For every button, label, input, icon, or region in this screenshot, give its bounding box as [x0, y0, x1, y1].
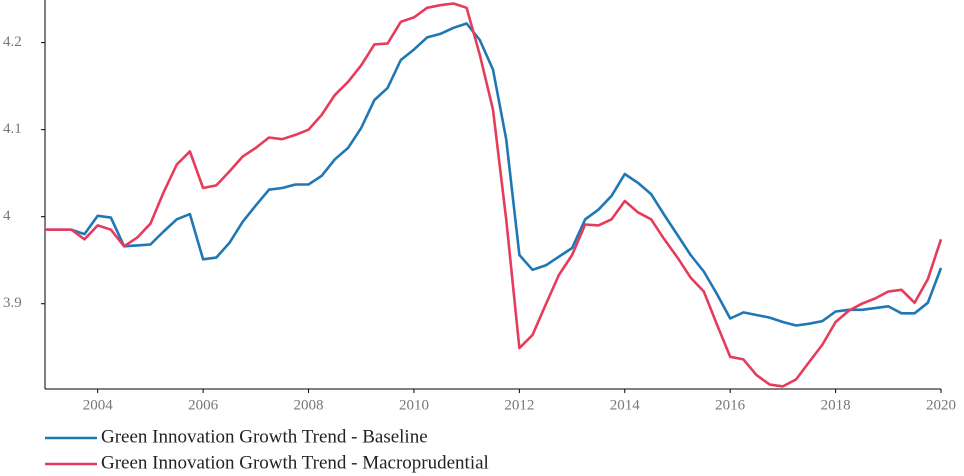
series-line [45, 2, 943, 388]
series-line [45, 22, 943, 327]
x-tick-label: 2012 [504, 397, 534, 413]
x-tick-label: 2008 [294, 397, 324, 413]
y-tick-label: 3.9 [3, 295, 22, 311]
x-tick-label: 2016 [715, 397, 746, 413]
x-tick-label: 2004 [83, 397, 114, 413]
x-tick-label: 2020 [926, 397, 956, 413]
legend-label: Green Innovation Growth Trend - Baseline [101, 426, 428, 447]
x-tick-label: 2010 [399, 397, 429, 413]
x-tick-label: 2006 [188, 397, 219, 413]
legend-label: Green Innovation Growth Trend - Macropru… [101, 452, 489, 473]
x-tick-label: 2018 [821, 397, 851, 413]
x-tick-label: 2014 [610, 397, 641, 413]
y-tick-label: 4 [3, 208, 11, 224]
y-tick-label: 4.1 [3, 121, 22, 137]
y-tick-label: 4.2 [3, 34, 22, 50]
